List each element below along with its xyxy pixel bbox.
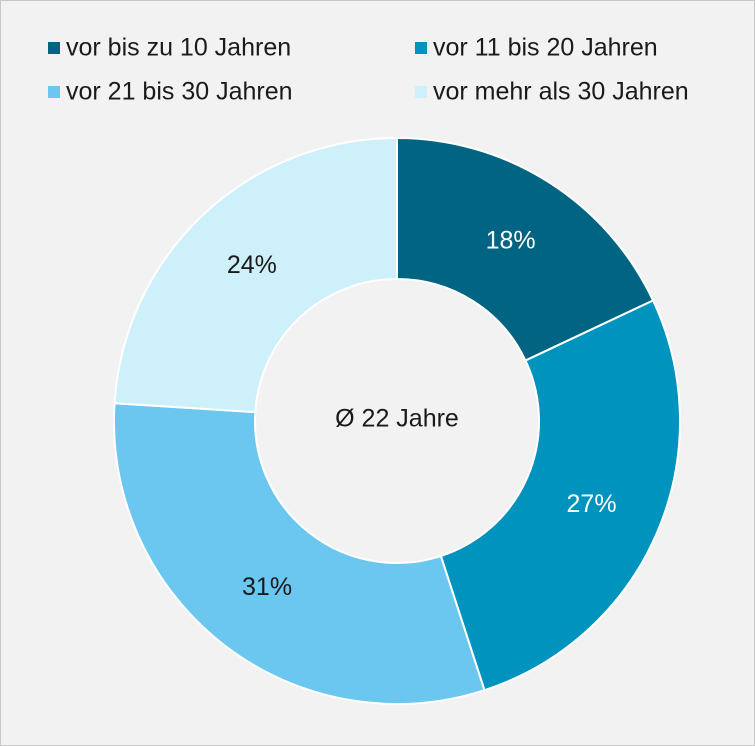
legend-marker	[48, 42, 60, 54]
data-label: 27%	[567, 490, 617, 518]
donut-segment	[396, 136, 655, 362]
legend-label: vor mehr als 30 Jahren	[433, 78, 689, 106]
center-label: Ø 22 Jahre	[335, 405, 459, 433]
donut-segment	[113, 402, 486, 705]
legend-label: vor 21 bis 30 Jahren	[66, 78, 293, 106]
legend-marker	[48, 86, 60, 98]
legend-marker	[415, 86, 427, 98]
donut-segment	[113, 136, 398, 414]
data-label: 24%	[227, 251, 277, 279]
data-label: 18%	[486, 227, 536, 255]
donut-segment	[439, 299, 681, 692]
legend-marker	[415, 42, 427, 54]
legend-label: vor bis zu 10 Jahren	[66, 34, 291, 62]
data-label: 31%	[242, 573, 292, 601]
legend-label: vor 11 bis 20 Jahren	[433, 34, 658, 62]
